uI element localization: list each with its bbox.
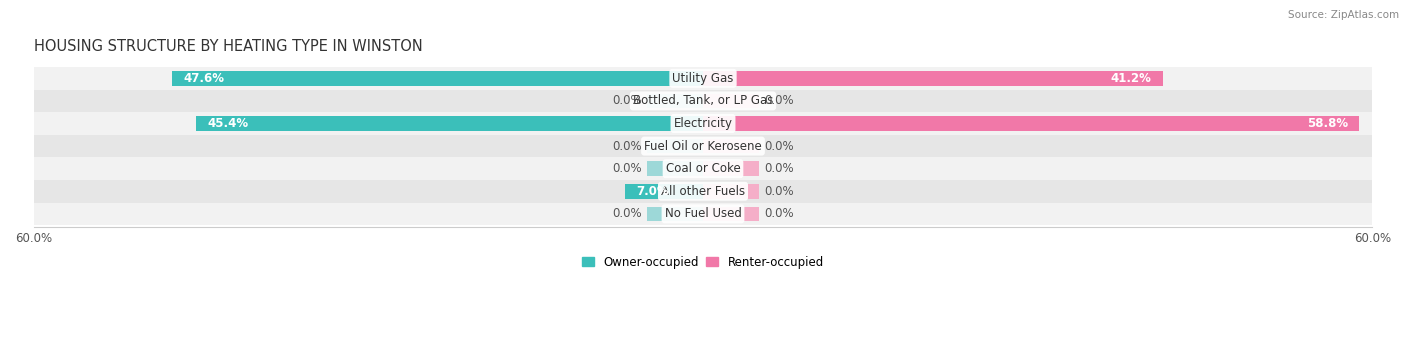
Bar [34, 203, 1372, 225]
Bar [34, 112, 1372, 135]
Text: 0.0%: 0.0% [612, 162, 641, 175]
Bar [624, 184, 703, 198]
Text: 0.0%: 0.0% [765, 139, 794, 152]
Bar [34, 180, 1372, 203]
Text: Fuel Oil or Kerosene: Fuel Oil or Kerosene [644, 139, 762, 152]
Text: Utility Gas: Utility Gas [672, 72, 734, 85]
Text: All other Fuels: All other Fuels [661, 185, 745, 198]
Bar [647, 139, 703, 153]
Text: 0.0%: 0.0% [765, 94, 794, 107]
Text: 47.6%: 47.6% [183, 72, 224, 85]
Bar [647, 207, 703, 221]
Bar [703, 139, 759, 153]
Legend: Owner-occupied, Renter-occupied: Owner-occupied, Renter-occupied [578, 251, 828, 273]
Bar [34, 67, 1372, 90]
Bar [703, 93, 759, 108]
Bar [34, 135, 1372, 158]
Text: 0.0%: 0.0% [612, 94, 641, 107]
Bar [703, 161, 759, 176]
Text: 7.0%: 7.0% [636, 185, 669, 198]
Bar [647, 93, 703, 108]
Text: 58.8%: 58.8% [1306, 117, 1348, 130]
Text: 0.0%: 0.0% [765, 162, 794, 175]
Bar [197, 116, 703, 131]
Text: 0.0%: 0.0% [765, 207, 794, 220]
Bar [34, 90, 1372, 112]
Bar [703, 71, 1163, 86]
Text: Source: ZipAtlas.com: Source: ZipAtlas.com [1288, 10, 1399, 20]
Text: Electricity: Electricity [673, 117, 733, 130]
Text: No Fuel Used: No Fuel Used [665, 207, 741, 220]
Text: Bottled, Tank, or LP Gas: Bottled, Tank, or LP Gas [633, 94, 773, 107]
Text: HOUSING STRUCTURE BY HEATING TYPE IN WINSTON: HOUSING STRUCTURE BY HEATING TYPE IN WIN… [34, 39, 422, 54]
Bar [703, 184, 759, 198]
Bar [703, 116, 1360, 131]
Bar [34, 158, 1372, 180]
Text: 0.0%: 0.0% [612, 139, 641, 152]
Text: 41.2%: 41.2% [1111, 72, 1152, 85]
Text: 45.4%: 45.4% [208, 117, 249, 130]
Text: Coal or Coke: Coal or Coke [665, 162, 741, 175]
Text: 0.0%: 0.0% [765, 185, 794, 198]
Bar [647, 161, 703, 176]
Bar [703, 207, 759, 221]
Text: 0.0%: 0.0% [612, 207, 641, 220]
Bar [172, 71, 703, 86]
